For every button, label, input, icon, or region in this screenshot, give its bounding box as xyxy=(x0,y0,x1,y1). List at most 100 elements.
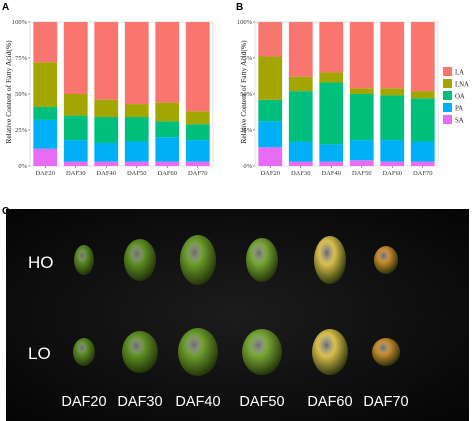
x-tick-label: DAF60 xyxy=(157,170,177,177)
bar-segment-sa xyxy=(319,161,344,166)
bar-segment-sa xyxy=(33,148,58,166)
bar-segment-pa xyxy=(349,140,374,161)
lo-seed-daf70 xyxy=(372,338,400,366)
bar-segment-oa xyxy=(258,99,283,122)
stage-label-daf20: DAF20 xyxy=(61,394,106,410)
bar-segment-sa xyxy=(349,160,374,166)
plot-frame xyxy=(254,21,439,167)
bar-segment-la xyxy=(155,22,180,103)
bar-segment-la xyxy=(63,22,88,94)
y-tick-label: 100% xyxy=(237,19,253,26)
chart-b-ylabel: Relative Content of Fatty Acid(%) xyxy=(239,40,248,144)
bar-segment-pa xyxy=(33,119,58,149)
x-tick-label: DAF50 xyxy=(127,170,147,177)
bar-segment-lna xyxy=(288,76,313,92)
bar-segment-pa xyxy=(319,144,344,162)
bar-segment-la xyxy=(124,22,149,105)
x-tick-label: DAF40 xyxy=(96,170,116,177)
bar-segment-la xyxy=(185,22,210,112)
bar-segment-oa xyxy=(380,95,405,141)
y-tick-label: 25% xyxy=(15,127,28,134)
bar-segment-lna xyxy=(94,99,119,118)
bar-segment-la xyxy=(319,22,344,73)
bar-segment-pa xyxy=(288,141,313,162)
bar-segment-lna xyxy=(185,111,210,125)
bar-segment-pa xyxy=(185,140,210,162)
ho-seed-daf70 xyxy=(374,246,398,274)
bar-segment-lna xyxy=(258,56,283,100)
bar-segment-oa xyxy=(185,124,210,141)
legend-swatch-pa xyxy=(443,103,452,112)
legend-label-pa: PA xyxy=(455,106,463,113)
stage-label-daf70: DAF70 xyxy=(363,394,408,410)
bar-segment-pa xyxy=(124,141,149,162)
bar-segment-pa xyxy=(63,140,88,162)
y-tick-label: 75% xyxy=(240,55,253,62)
stage-label-daf30: DAF30 xyxy=(117,394,162,410)
seed-grid xyxy=(73,235,400,376)
bar-segment-sa xyxy=(258,147,283,166)
bar-segment-oa xyxy=(410,98,435,142)
ho-seed-daf40 xyxy=(180,235,216,285)
bar-segment-oa xyxy=(288,91,313,142)
y-tick-label: 75% xyxy=(15,55,28,62)
legend-swatch-la xyxy=(443,67,452,76)
lo-seed-daf20 xyxy=(73,338,95,366)
y-tick-label: 0% xyxy=(243,163,252,170)
legend-label-la: LA xyxy=(455,70,464,77)
bar-segment-pa xyxy=(155,137,180,162)
bar-segment-oa xyxy=(63,115,88,141)
bar-segment-oa xyxy=(155,121,180,138)
stage-label-daf60: DAF60 xyxy=(307,394,352,410)
bar-segment-oa xyxy=(94,117,119,143)
lo-seed-daf40 xyxy=(178,328,218,376)
bar-segment-lna xyxy=(380,88,405,96)
panel-label-b: B xyxy=(236,2,243,13)
y-tick-label: 25% xyxy=(240,127,253,134)
y-tick-label: 50% xyxy=(240,91,253,98)
bar-segment-pa xyxy=(258,121,283,148)
bar-segment-sa xyxy=(94,161,119,166)
x-tick-label: DAF30 xyxy=(291,170,311,177)
y-tick-label: 0% xyxy=(18,163,27,170)
ho-seed-daf20 xyxy=(74,245,94,275)
stage-label-daf50: DAF50 xyxy=(239,394,284,410)
bar-segment-lna xyxy=(155,102,180,122)
panel-label-c: C xyxy=(2,206,9,217)
chart-b: Relative Content of Fatty Acid(%) 0% 25% 5… xyxy=(237,19,439,177)
bar-segment-la xyxy=(349,22,374,89)
bar-segment-la xyxy=(288,22,313,77)
bar-segment-lna xyxy=(349,88,374,94)
plot-frame xyxy=(29,21,214,167)
row-label-lo: LO xyxy=(28,344,51,363)
bar-segment-lna xyxy=(410,91,435,99)
legend-label-lna: LNA xyxy=(455,82,469,89)
bar-segment-sa xyxy=(288,161,313,166)
legend-label-oa: OA xyxy=(455,94,465,101)
lo-seed-daf50 xyxy=(242,329,282,375)
x-tick-label: DAF70 xyxy=(188,170,208,177)
x-tick-label: DAF60 xyxy=(382,170,402,177)
bar-segment-la xyxy=(410,22,435,92)
bar-segment-sa xyxy=(380,161,405,166)
stage-label-daf40: DAF40 xyxy=(175,394,220,410)
chart-a-ylabel: Relative Content of Fatty Acid(%) xyxy=(4,40,13,144)
y-tick-label: 100% xyxy=(12,19,28,26)
bar-segment-oa xyxy=(349,94,374,141)
chart-a: Relative Content of Fatty Acid(%) 0% 25% 5… xyxy=(4,19,214,177)
y-tick-label: 50% xyxy=(15,91,28,98)
legend-label-sa: SA xyxy=(455,118,464,125)
legend-swatch-lna xyxy=(443,79,452,88)
bar-segment-lna xyxy=(63,94,88,116)
bar-segment-sa xyxy=(63,161,88,166)
bar-segment-pa xyxy=(410,141,435,162)
legend: LA LNA OA PA SA xyxy=(443,67,469,125)
bar-segment-oa xyxy=(319,82,344,145)
bar-segment-la xyxy=(380,22,405,89)
seed-photo: HO LO DAF20 DAF30 DAF40 DAF50 DAF60 DAF70 xyxy=(6,209,469,421)
bar-segment-sa xyxy=(155,161,180,166)
panel-label-a: A xyxy=(2,2,9,13)
bar-segment-oa xyxy=(33,106,58,120)
bar-segment-la xyxy=(94,22,119,100)
